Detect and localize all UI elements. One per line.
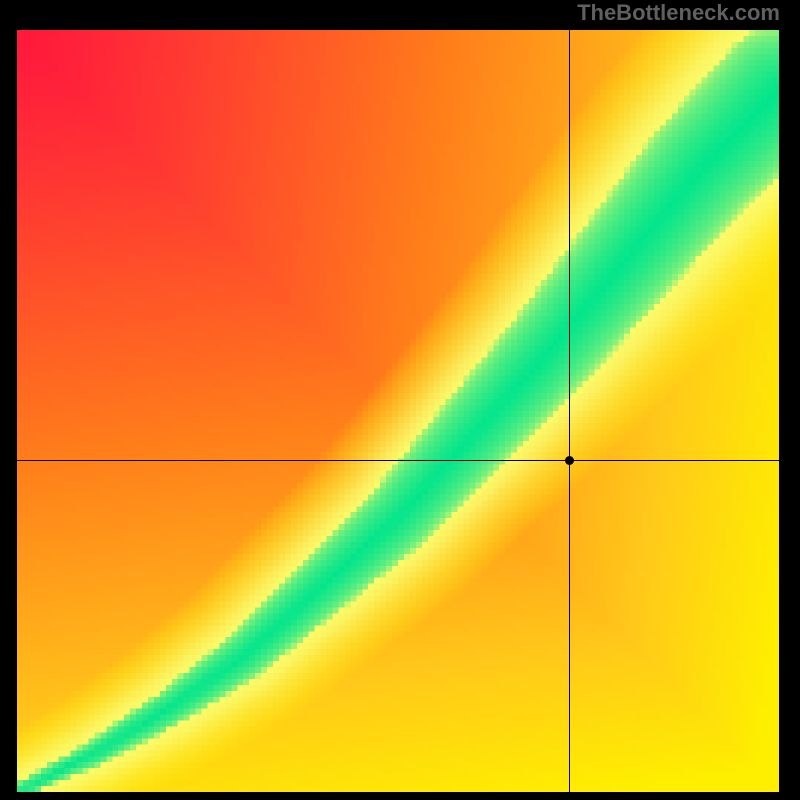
watermark-text: TheBottleneck.com (577, 0, 780, 26)
crosshair-vertical (569, 30, 570, 792)
crosshair-point (565, 456, 574, 465)
crosshair-horizontal (17, 460, 779, 461)
chart-container: TheBottleneck.com (0, 0, 800, 800)
heatmap-plot (17, 30, 779, 792)
heatmap-canvas (17, 30, 779, 792)
